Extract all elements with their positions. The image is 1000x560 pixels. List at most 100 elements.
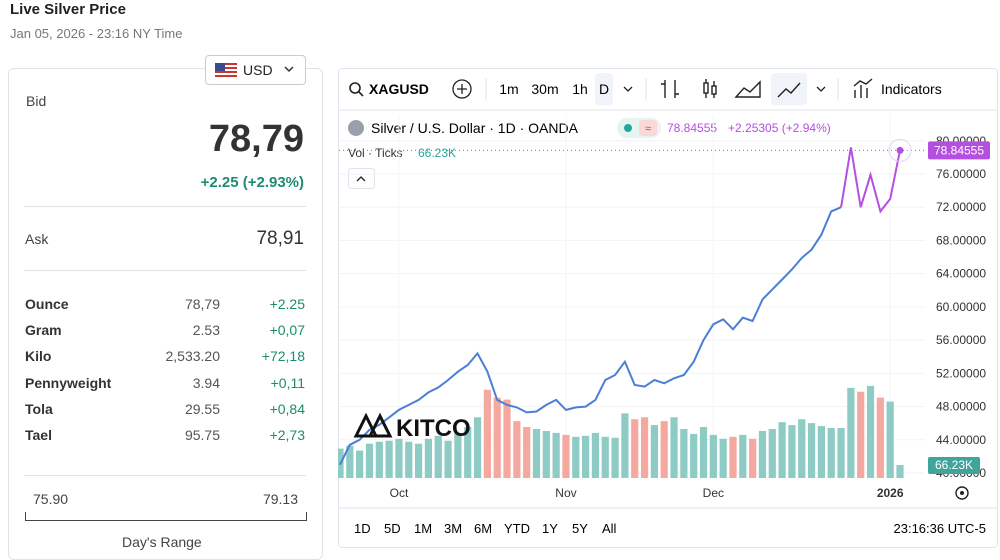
price-tag [928, 141, 990, 160]
unit-change: +72,18 [261, 348, 305, 365]
y-tick-label: 64.00000 [936, 267, 986, 281]
active-style-bg [771, 73, 807, 105]
last-point-halo [888, 138, 912, 162]
volume-bar [699, 427, 708, 478]
volume-bar [631, 419, 639, 478]
symbol-icon [348, 120, 364, 136]
unit-change: +0,84 [269, 400, 305, 417]
y-tick-label: 56.00000 [936, 333, 986, 347]
range-button[interactable]: 1Y [542, 521, 558, 536]
volume-bar [493, 397, 501, 478]
volume-bar [503, 399, 511, 478]
page-title: Live Silver Price [10, 1, 126, 18]
unit-price: 2.53 [192, 322, 220, 339]
line-style-icon[interactable] [777, 82, 801, 98]
active-interval-bg [595, 73, 613, 105]
volume-bar [847, 387, 855, 478]
status-badge [639, 120, 657, 136]
area-style-icon[interactable] [734, 80, 761, 98]
volume-bar [660, 421, 668, 478]
volume-bar [483, 389, 491, 478]
price-line [840, 147, 901, 214]
volume-value: 66.23K [418, 146, 456, 160]
unit-name: Gram [25, 322, 62, 339]
chevron[interactable] [816, 86, 826, 92]
price-line [339, 206, 842, 466]
candle-style-icon[interactable] [703, 79, 717, 98]
widget-frame [338, 68, 998, 548]
range-button[interactable]: 5D [384, 521, 401, 536]
ask-price: 78,91 [256, 228, 304, 249]
interval-button[interactable]: 30m [531, 81, 558, 97]
chart-widget: XAGUSD 1m 30m 1h D Indicators Silver / U.S.… [338, 68, 998, 548]
y-tick-label: 76.00000 [936, 167, 986, 181]
volume-bar [690, 433, 698, 478]
volume-bar [758, 430, 767, 478]
currency-select[interactable]: USD [205, 55, 306, 85]
range-button[interactable]: All [602, 521, 617, 536]
unit-price: 95.75 [184, 427, 220, 443]
volume-tag-label: 66.23K [935, 458, 973, 472]
volume-bar [866, 385, 875, 478]
volume-bar [719, 438, 727, 478]
range-button[interactable]: 5Y [572, 521, 588, 536]
volume-bar [356, 450, 364, 478]
indicators-icon[interactable] [853, 78, 873, 98]
bid-change: +2.25 (+2.93%) [200, 174, 304, 191]
volume-bar [414, 443, 423, 478]
volume-bar [640, 417, 649, 478]
volume-bar [424, 438, 433, 478]
legend-price: 78.84555 [667, 121, 717, 135]
range-button[interactable]: YTD [504, 521, 530, 536]
volume-bar [807, 423, 816, 478]
symbol[interactable]: XAGUSD [369, 81, 429, 97]
chevron [284, 66, 294, 73]
unit-change: +2,73 [269, 427, 305, 443]
range-high: 79.13 [262, 491, 298, 507]
interval-button[interactable]: 1h [572, 81, 588, 97]
indicators-button[interactable]: Indicators [881, 81, 942, 97]
search-icon[interactable] [349, 82, 364, 97]
volume-bar [739, 434, 747, 478]
range-button[interactable]: 1M [414, 521, 432, 536]
interval-button[interactable]: D [599, 81, 609, 97]
volume-bar [621, 413, 629, 478]
range-button[interactable]: 3M [444, 521, 462, 536]
unit-price: 29.55 [184, 400, 220, 417]
collapse-button[interactable] [348, 168, 375, 189]
bid-label: Bid [26, 93, 47, 109]
y-tick-label: 60.00000 [936, 300, 986, 314]
volume-bar [650, 425, 658, 478]
price-tag-label: 78.84555 [934, 143, 984, 157]
settings-icon[interactable] [955, 486, 969, 500]
unit-price: 3.94 [192, 374, 220, 391]
status-dot [624, 124, 632, 132]
last-point [896, 146, 904, 154]
interval-button[interactable]: 1m [499, 81, 518, 97]
volume-bar [729, 436, 737, 478]
divider [24, 206, 306, 207]
volume-bar [788, 425, 796, 478]
status-icon: ≈ [645, 123, 651, 135]
ask-label: Ask [25, 231, 49, 247]
legend-change: +2.25305 (+2.94%) [728, 121, 831, 135]
compare-button[interactable] [452, 79, 472, 99]
volume-bar [611, 437, 619, 478]
volume-bar [365, 443, 374, 478]
legend-name: Silver / U.S. Dollar · 1D · OANDA [371, 120, 579, 136]
range-button[interactable]: 6M [474, 521, 492, 536]
unit-name: Tael [25, 427, 52, 443]
volume-bar [542, 430, 550, 478]
volume-bar [375, 441, 383, 478]
volume-bar [405, 441, 413, 478]
y-tick-label: 48.00000 [936, 400, 986, 414]
unit-change: +2.25 [269, 296, 305, 312]
range-button[interactable]: 1D [354, 521, 371, 536]
x-tick-label: 2026 [877, 486, 904, 500]
bar-style-icon[interactable] [661, 80, 679, 98]
volume-bar [513, 421, 521, 478]
currency-code: USD [243, 62, 273, 78]
flag-icon [215, 63, 237, 77]
chevron[interactable] [623, 86, 633, 92]
